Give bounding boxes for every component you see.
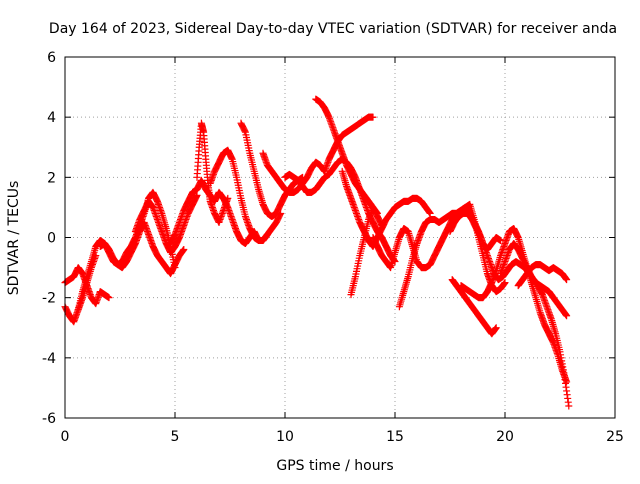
series-track-18	[448, 276, 500, 338]
series-track-20	[497, 240, 571, 320]
data-point	[426, 209, 434, 217]
axis-ticks: 0 5 10 15 20 25 -6 -4 -2 0 2 4 6	[42, 50, 624, 445]
x-tick-label: 5	[171, 429, 180, 445]
series-track-16	[395, 200, 509, 311]
series-track-4	[96, 188, 179, 272]
y-tick-label: 4	[47, 110, 56, 126]
data-point	[171, 264, 179, 272]
series-track-9	[237, 119, 307, 220]
y-tick-label: -2	[42, 291, 56, 307]
x-tick-label: 20	[496, 429, 514, 445]
series-track-3	[74, 252, 100, 314]
x-tick-label: 10	[276, 429, 294, 445]
x-tick-label: 25	[606, 429, 624, 445]
data-point	[369, 113, 377, 121]
x-tick-label: 15	[386, 429, 404, 445]
x-tick-label: 0	[61, 429, 70, 445]
y-tick-label: -4	[42, 351, 56, 367]
data-series	[61, 95, 573, 410]
data-point	[105, 294, 113, 302]
data-point	[378, 221, 386, 229]
y-axis-label: SDTVAR / TECUs	[6, 181, 22, 296]
data-point	[563, 378, 571, 386]
chart-title: Day 164 of 2023, Sidereal Day-to-day VTE…	[49, 21, 617, 37]
series-track-10	[259, 113, 377, 196]
series-track-17	[446, 209, 573, 410]
data-point	[563, 312, 571, 320]
data-point	[492, 324, 500, 332]
series-track-13	[338, 167, 434, 251]
data-point	[563, 276, 571, 284]
data-point	[180, 246, 188, 254]
series-track-5	[131, 191, 201, 257]
y-tick-label: 6	[47, 50, 56, 66]
y-tick-label: 0	[47, 231, 56, 247]
series-track-14	[347, 203, 386, 299]
data-point	[501, 279, 509, 287]
y-tick-label: -6	[42, 411, 56, 427]
data-point	[565, 402, 573, 410]
y-tick-label: 2	[47, 170, 56, 186]
series-track-21	[514, 261, 571, 290]
x-axis-label: GPS time / hours	[276, 458, 393, 474]
series-track-8	[206, 146, 285, 245]
data-point	[92, 252, 100, 260]
data-point	[224, 194, 232, 202]
